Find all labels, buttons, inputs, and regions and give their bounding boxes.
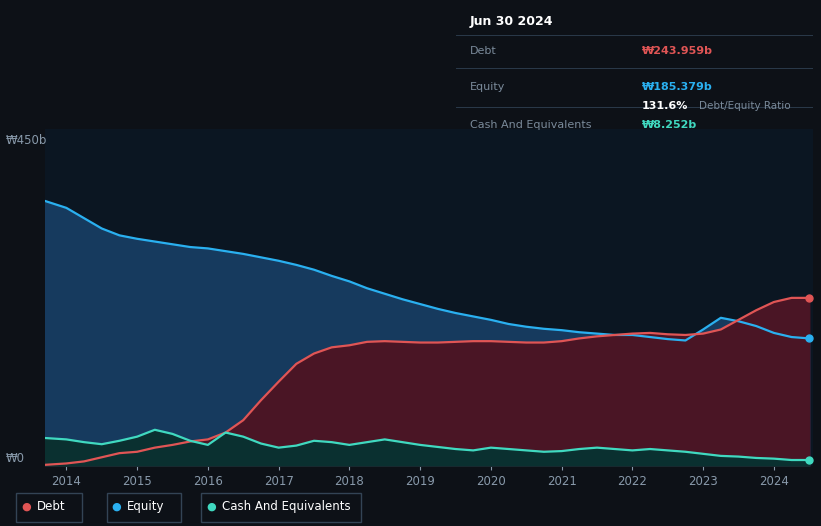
Text: 131.6%: 131.6%: [641, 101, 688, 111]
Text: ₩8.252b: ₩8.252b: [641, 119, 696, 129]
Text: Debt: Debt: [470, 46, 497, 56]
Text: ₩185.379b: ₩185.379b: [641, 82, 712, 92]
Text: ●: ●: [112, 501, 122, 512]
Text: ₩0: ₩0: [6, 452, 25, 466]
Text: Debt: Debt: [37, 500, 66, 513]
Text: Equity: Equity: [127, 500, 165, 513]
Text: Debt/Equity Ratio: Debt/Equity Ratio: [699, 101, 790, 111]
Text: ●: ●: [21, 501, 31, 512]
Text: ₩243.959b: ₩243.959b: [641, 46, 713, 56]
Text: ●: ●: [206, 501, 216, 512]
Text: ₩450b: ₩450b: [6, 134, 47, 147]
Text: Jun 30 2024: Jun 30 2024: [470, 15, 553, 28]
Text: Cash And Equivalents: Cash And Equivalents: [470, 119, 591, 129]
Text: Equity: Equity: [470, 82, 505, 92]
Text: Cash And Equivalents: Cash And Equivalents: [222, 500, 351, 513]
